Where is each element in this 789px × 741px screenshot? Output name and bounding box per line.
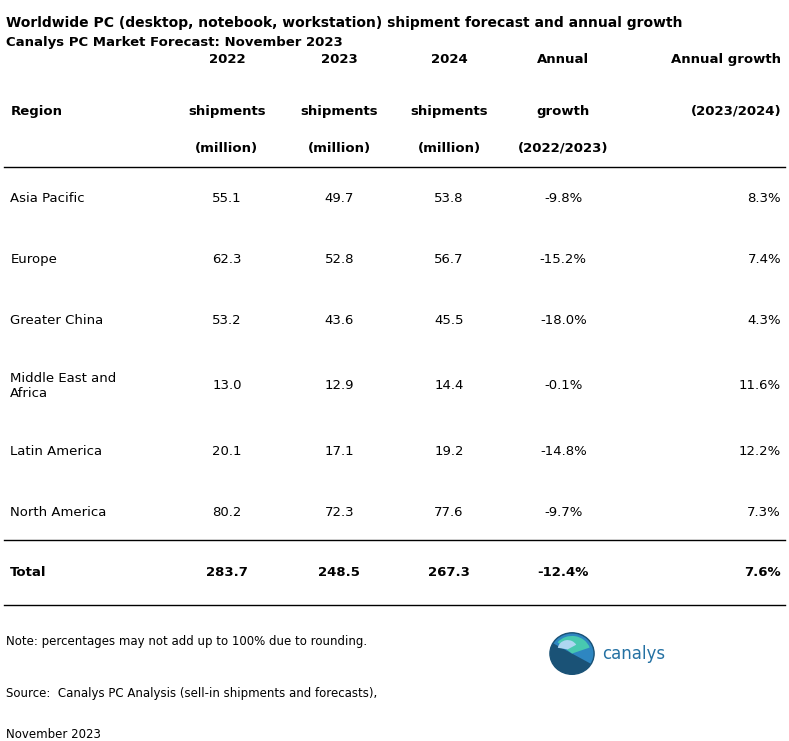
Text: 7.3%: 7.3%	[747, 505, 781, 519]
Text: Canalys PC Market Forecast: November 2023: Canalys PC Market Forecast: November 202…	[6, 36, 343, 49]
Text: 43.6: 43.6	[324, 313, 354, 327]
Text: Annual: Annual	[537, 53, 589, 66]
Text: Middle East and
Africa: Middle East and Africa	[10, 372, 117, 399]
Text: shipments: shipments	[301, 104, 378, 118]
Text: 2024: 2024	[431, 53, 467, 66]
Text: 11.6%: 11.6%	[739, 379, 781, 392]
Text: 8.3%: 8.3%	[747, 192, 781, 205]
Text: Total: Total	[10, 566, 47, 579]
Text: 62.3: 62.3	[212, 253, 241, 266]
Text: canalys: canalys	[602, 645, 665, 662]
Text: 77.6: 77.6	[434, 505, 464, 519]
Text: 14.4: 14.4	[434, 379, 464, 392]
Wedge shape	[558, 636, 589, 654]
Text: Greater China: Greater China	[10, 313, 103, 327]
Text: 49.7: 49.7	[324, 192, 354, 205]
Text: growth: growth	[537, 104, 590, 118]
Text: 13.0: 13.0	[212, 379, 241, 392]
Text: November 2023: November 2023	[6, 728, 101, 741]
Text: 267.3: 267.3	[428, 566, 470, 579]
Text: 283.7: 283.7	[206, 566, 248, 579]
Text: North America: North America	[10, 505, 107, 519]
Text: 53.8: 53.8	[434, 192, 464, 205]
Text: Asia Pacific: Asia Pacific	[10, 192, 85, 205]
Text: (million): (million)	[195, 142, 259, 155]
Text: 12.9: 12.9	[324, 379, 354, 392]
Text: Worldwide PC (desktop, notebook, workstation) shipment forecast and annual growt: Worldwide PC (desktop, notebook, worksta…	[6, 16, 682, 30]
Text: 20.1: 20.1	[212, 445, 241, 458]
Text: 56.7: 56.7	[434, 253, 464, 266]
Text: -9.7%: -9.7%	[544, 505, 582, 519]
Text: 72.3: 72.3	[324, 505, 354, 519]
Text: 2023: 2023	[321, 53, 357, 66]
Text: 55.1: 55.1	[212, 192, 241, 205]
Text: -9.8%: -9.8%	[544, 192, 582, 205]
Text: 53.2: 53.2	[212, 313, 241, 327]
Text: Region: Region	[10, 104, 62, 118]
Text: shipments: shipments	[410, 104, 488, 118]
Text: 7.6%: 7.6%	[745, 566, 781, 579]
Text: (million): (million)	[308, 142, 371, 155]
Circle shape	[550, 633, 594, 674]
Text: 45.5: 45.5	[434, 313, 464, 327]
Text: 52.8: 52.8	[324, 253, 354, 266]
Wedge shape	[553, 633, 594, 664]
Text: 12.2%: 12.2%	[739, 445, 781, 458]
Text: -15.2%: -15.2%	[540, 253, 587, 266]
Text: shipments: shipments	[188, 104, 266, 118]
Text: -18.0%: -18.0%	[540, 313, 587, 327]
Text: Source:  Canalys PC Analysis (sell-in shipments and forecasts),: Source: Canalys PC Analysis (sell-in shi…	[6, 687, 378, 700]
Text: (2022/2023): (2022/2023)	[518, 142, 608, 155]
Text: -14.8%: -14.8%	[540, 445, 587, 458]
Text: (million): (million)	[417, 142, 481, 155]
Text: 17.1: 17.1	[324, 445, 354, 458]
Text: Europe: Europe	[10, 253, 57, 266]
Text: 19.2: 19.2	[434, 445, 464, 458]
Text: Latin America: Latin America	[10, 445, 103, 458]
Text: 4.3%: 4.3%	[747, 313, 781, 327]
Text: -0.1%: -0.1%	[544, 379, 582, 392]
Text: 2022: 2022	[208, 53, 245, 66]
Text: 7.4%: 7.4%	[747, 253, 781, 266]
Wedge shape	[558, 640, 576, 649]
Text: 248.5: 248.5	[318, 566, 361, 579]
Text: Note: percentages may not add up to 100% due to rounding.: Note: percentages may not add up to 100%…	[6, 635, 368, 648]
Text: (2023/2024): (2023/2024)	[690, 104, 781, 118]
Text: Annual growth: Annual growth	[671, 53, 781, 66]
Text: 80.2: 80.2	[212, 505, 241, 519]
Text: -12.4%: -12.4%	[537, 566, 589, 579]
